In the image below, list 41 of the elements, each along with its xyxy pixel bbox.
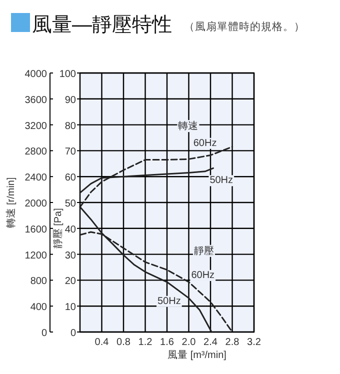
- x-tick-label: 2.8: [225, 337, 240, 348]
- chart-subtitle: （風扇單體時的規格。）: [184, 20, 305, 33]
- y2-tick-label: 1600: [24, 224, 48, 236]
- x-axis-title: 風量 [m³/min]: [168, 350, 227, 361]
- annotation: 60Hz: [193, 138, 217, 149]
- y-tick-label: 30: [64, 250, 76, 262]
- y-tick-label: 100: [59, 69, 76, 80]
- y2-tick-label: 4000: [24, 69, 48, 80]
- x-tick-label: 1.2: [138, 337, 153, 348]
- x-tick-label: 3.2: [247, 337, 262, 348]
- y2-tick-label: 3600: [24, 94, 48, 106]
- y-tick-label: 80: [64, 120, 76, 132]
- y2-tick-label: 0: [41, 328, 48, 339]
- y-tick-label: 70: [64, 146, 76, 158]
- y2-tick-label: 1200: [24, 250, 48, 262]
- annotation: 50Hz: [210, 175, 234, 186]
- annotation: 轉速: [178, 120, 198, 132]
- annotation: 靜壓: [194, 244, 214, 257]
- x-tick-label: 2.4: [204, 337, 218, 348]
- y-tick-label: 10: [64, 302, 76, 314]
- y-tick-label: 60: [64, 172, 76, 184]
- x-tick-label: 2.0: [182, 337, 196, 348]
- y-tick-label: 20: [64, 276, 76, 288]
- annotation: 60Hz: [191, 270, 215, 281]
- chart-title: 風量—靜壓特性: [32, 14, 172, 36]
- annotation: 50Hz: [157, 296, 181, 307]
- x-tick-label: 0.4: [94, 337, 110, 348]
- y2-tick-label: 2000: [24, 198, 48, 210]
- y-tick-label: 40: [64, 224, 76, 236]
- y2-tick-label: 2400: [24, 172, 48, 184]
- y-tick-label: 50: [64, 198, 76, 210]
- y2-tick-label: 400: [30, 302, 48, 314]
- y-tick-label: 0: [70, 328, 76, 339]
- x-tick-label: 0.8: [116, 337, 131, 348]
- y-axis-title: 靜壓 [Pa]: [52, 208, 64, 249]
- y2-tick-label: 3200: [24, 120, 48, 132]
- y-tick-label: 90: [64, 94, 76, 106]
- y2-tick-label: 2800: [24, 146, 48, 158]
- y2-axis-title: 轉速 [r/min]: [5, 177, 17, 228]
- y2-tick-label: 800: [30, 276, 48, 288]
- x-tick-label: 1.6: [160, 337, 174, 348]
